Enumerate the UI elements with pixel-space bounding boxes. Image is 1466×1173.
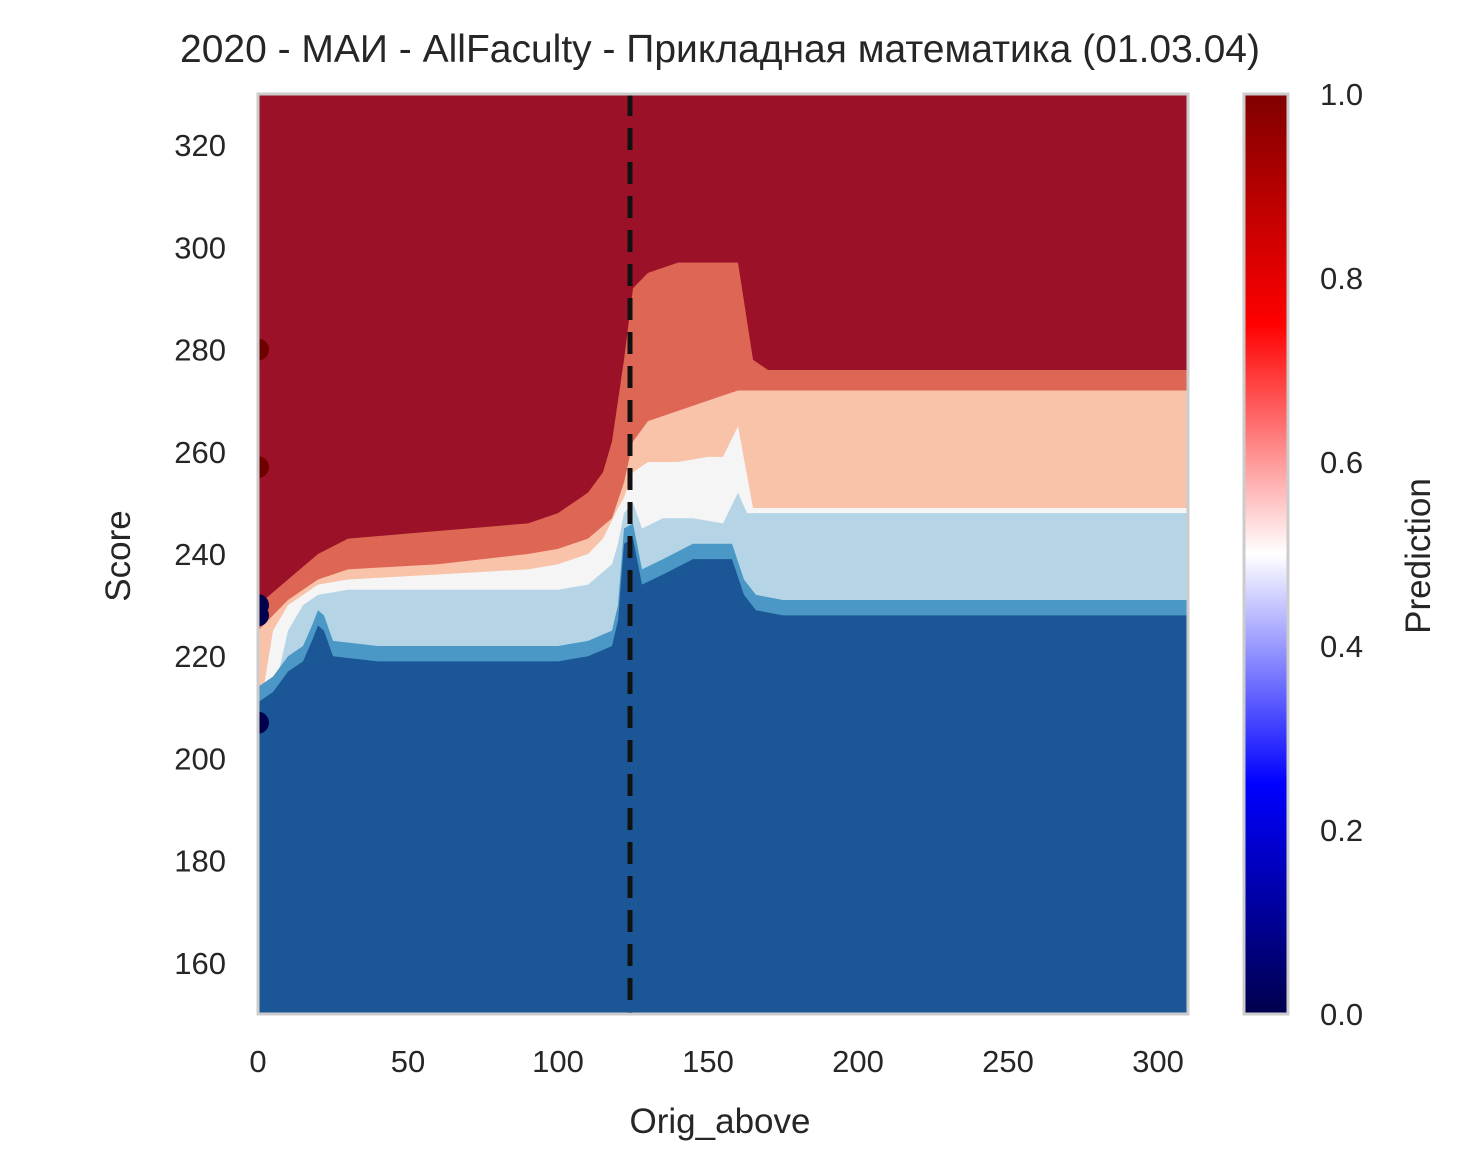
colorbar: 0.0 0.2 0.4 0.6 0.8 1.0 Prediction (1242, 77, 1438, 1032)
contour-band-0 (258, 538, 1188, 1014)
y-axis-label: Score (99, 510, 138, 601)
x-tick-label: 150 (682, 1044, 734, 1079)
y-tick-label: 180 (174, 844, 226, 879)
x-tick-label: 100 (532, 1044, 584, 1079)
data-point-3 (258, 604, 269, 627)
x-tick-label: 0 (249, 1044, 266, 1079)
x-tick-label: 50 (391, 1044, 425, 1079)
y-tick-label: 160 (174, 946, 226, 981)
x-tick-label: 300 (1132, 1044, 1184, 1079)
colorbar-gradient (1242, 92, 1290, 1016)
colorbar-tick-label: 0.8 (1320, 261, 1363, 296)
y-tick-label: 280 (174, 333, 226, 368)
y-tick-label: 300 (174, 230, 226, 265)
plot-area (258, 94, 1188, 1014)
x-tick-label: 250 (982, 1044, 1034, 1079)
y-tick-label: 260 (174, 435, 226, 470)
colorbar-tick-label: 0.2 (1320, 813, 1363, 848)
data-point-4 (258, 711, 269, 734)
x-tick-label: 200 (832, 1044, 884, 1079)
y-tick-label: 220 (174, 639, 226, 674)
plot-frame (256, 92, 1190, 1016)
colorbar-tick-label: 0.6 (1320, 445, 1363, 480)
data-point-1 (258, 456, 269, 479)
chart-title: 2020 - МАИ - AllFaculty - Прикладная мат… (180, 28, 1260, 71)
y-tick-label: 320 (174, 128, 226, 163)
colorbar-label: Prediction (1399, 478, 1438, 634)
data-point-0 (258, 338, 269, 361)
colorbar-tick-label: 0.4 (1320, 629, 1363, 664)
x-axis-label: Orig_above (630, 1102, 811, 1141)
y-tick-label: 240 (174, 537, 226, 572)
colorbar-tick-label: 0.0 (1320, 997, 1363, 1032)
y-tick-label: 200 (174, 741, 226, 776)
colorbar-tick-label: 1.0 (1320, 77, 1363, 112)
